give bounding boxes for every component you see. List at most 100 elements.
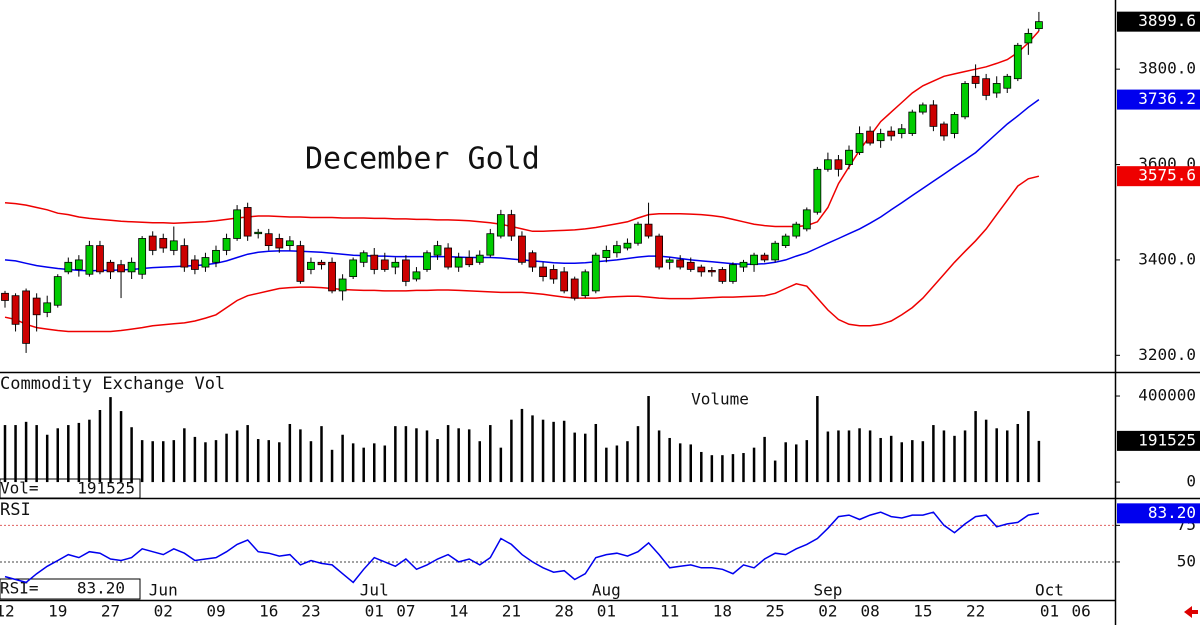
candle-body [834, 159, 843, 170]
readout-box [1117, 503, 1200, 524]
volume-bar [383, 445, 387, 483]
candle-body [623, 242, 632, 249]
volume-bar [351, 443, 355, 483]
volume-bar [56, 428, 59, 483]
y-tick-label: 3800.0 [1138, 59, 1196, 78]
candle-body [444, 247, 453, 268]
volume-bar [478, 441, 481, 483]
candle-body [961, 83, 969, 118]
candle-body [201, 257, 210, 268]
x-tick-label: 27 [101, 602, 120, 621]
volume-bar [404, 426, 408, 483]
candle-body [686, 261, 695, 270]
candle-body [813, 168, 822, 213]
candle-body [465, 257, 474, 266]
scroll-arrow[interactable] [1184, 606, 1198, 618]
candle-body [359, 252, 368, 263]
candle-body [243, 207, 252, 237]
volume-bar [531, 415, 534, 483]
panel-label: Volume [691, 390, 749, 409]
y-tick-label: 3200.0 [1138, 345, 1196, 364]
x-tick-label: 08 [860, 602, 879, 621]
candle-body [613, 245, 621, 254]
x-tick-label: 07 [396, 602, 415, 621]
volume-bar [288, 423, 292, 483]
volume-bar [668, 437, 671, 483]
candle-body [169, 240, 178, 251]
volume-bar [858, 428, 861, 483]
volume-bar [88, 419, 91, 483]
candle-body [486, 233, 495, 256]
readout-box [1117, 11, 1200, 32]
readout-value: 3736.2 [1138, 89, 1196, 108]
volume-bar [636, 426, 640, 483]
x-tick-label: 23 [301, 602, 320, 621]
volume-bar [330, 449, 334, 483]
candle-body [971, 75, 980, 84]
candle-body [518, 235, 526, 263]
candle-body [718, 269, 727, 282]
candle-body [602, 249, 611, 258]
volume-bar [700, 451, 703, 483]
candle-body [254, 231, 263, 235]
volume-bar [1016, 423, 1020, 483]
candle-body [655, 235, 663, 268]
candle-body [233, 209, 242, 239]
volume-bar [140, 440, 144, 483]
candle-body [560, 271, 569, 292]
readout-value: 83.20 [77, 579, 125, 598]
candle-body [106, 261, 115, 273]
candle-body [307, 261, 315, 270]
x-tick-label: 01 [1040, 602, 1059, 621]
x-tick-label: 09 [206, 602, 225, 621]
volume-bar [520, 408, 524, 483]
volume-bar [584, 433, 587, 483]
volume-bar [879, 437, 882, 483]
volume-bar [1027, 411, 1030, 483]
volume-bar [678, 443, 682, 483]
x-tick-label: 01 [597, 602, 616, 621]
candle-body [570, 278, 579, 299]
volume-bar [647, 396, 650, 483]
rsi-line [4, 511, 1040, 584]
readout-box [0, 478, 141, 499]
volume-bar [246, 425, 249, 483]
readout-value: 191525 [77, 479, 135, 498]
volume-bar [921, 441, 925, 483]
volume-bar [3, 425, 7, 483]
y-tick-label: 400000 [1138, 386, 1196, 405]
readout-box [1117, 89, 1200, 110]
candle-body [792, 223, 801, 237]
x-tick-label: 22 [966, 602, 985, 621]
candle-body [876, 133, 885, 142]
candle-body [22, 290, 31, 344]
candle-body [739, 261, 748, 268]
x-tick-label: 14 [449, 602, 468, 621]
volume-bar [436, 439, 439, 483]
candle-body [338, 278, 347, 292]
volume-bar [773, 460, 777, 483]
volume-bar [214, 440, 218, 483]
volume-bar [162, 441, 165, 483]
volume-bar [35, 425, 38, 483]
volume-bar [109, 397, 112, 483]
candle-body [581, 271, 590, 297]
candle-body [212, 249, 220, 263]
volume-bar [98, 410, 102, 483]
volume-bar [816, 396, 819, 483]
volume-bar [425, 430, 429, 483]
candle-body [475, 254, 484, 263]
candle-body [676, 259, 685, 268]
volume-bar [204, 442, 207, 483]
volume-bar [267, 440, 270, 483]
candle-body [918, 104, 927, 113]
y-tick-label: 0 [1186, 472, 1196, 491]
candle-body [53, 276, 62, 306]
candle-body [1, 292, 9, 301]
volume-bar [193, 436, 197, 483]
candle-body [591, 254, 600, 292]
volume-bar [299, 429, 302, 483]
volume-bar [995, 428, 998, 483]
volume-bar [415, 428, 418, 483]
candle-body [222, 238, 231, 251]
